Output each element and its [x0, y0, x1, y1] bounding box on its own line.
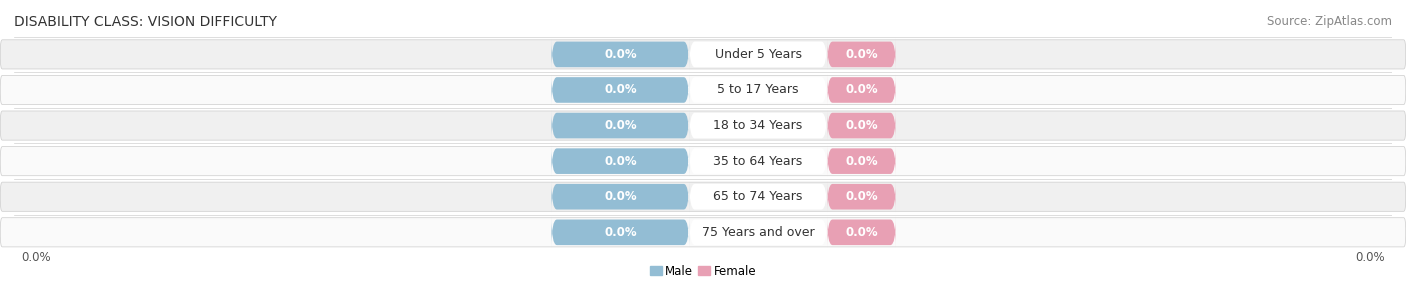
Text: 0.0%: 0.0% — [21, 251, 51, 264]
FancyBboxPatch shape — [0, 182, 1406, 211]
Text: 0.0%: 0.0% — [1355, 251, 1385, 264]
FancyBboxPatch shape — [551, 39, 689, 70]
FancyBboxPatch shape — [551, 181, 689, 212]
Text: 0.0%: 0.0% — [605, 190, 637, 203]
Text: 0.0%: 0.0% — [845, 190, 877, 203]
FancyBboxPatch shape — [0, 40, 1406, 69]
FancyBboxPatch shape — [0, 218, 1406, 247]
FancyBboxPatch shape — [827, 110, 896, 141]
Text: 0.0%: 0.0% — [605, 226, 637, 239]
FancyBboxPatch shape — [551, 74, 689, 106]
FancyBboxPatch shape — [0, 75, 1406, 105]
Text: 5 to 17 Years: 5 to 17 Years — [717, 84, 799, 96]
Text: 0.0%: 0.0% — [605, 84, 637, 96]
FancyBboxPatch shape — [551, 110, 689, 141]
FancyBboxPatch shape — [827, 217, 896, 248]
Text: 0.0%: 0.0% — [605, 119, 637, 132]
FancyBboxPatch shape — [551, 217, 689, 248]
FancyBboxPatch shape — [827, 74, 896, 106]
Text: 18 to 34 Years: 18 to 34 Years — [713, 119, 803, 132]
Text: 0.0%: 0.0% — [845, 226, 877, 239]
Text: 0.0%: 0.0% — [605, 155, 637, 168]
Text: Source: ZipAtlas.com: Source: ZipAtlas.com — [1267, 15, 1392, 28]
FancyBboxPatch shape — [689, 217, 827, 248]
FancyBboxPatch shape — [689, 74, 827, 106]
FancyBboxPatch shape — [827, 145, 896, 177]
FancyBboxPatch shape — [689, 181, 827, 212]
Text: 65 to 74 Years: 65 to 74 Years — [713, 190, 803, 203]
Text: 0.0%: 0.0% — [845, 119, 877, 132]
Text: 35 to 64 Years: 35 to 64 Years — [713, 155, 803, 168]
Legend: Male, Female: Male, Female — [645, 260, 761, 283]
FancyBboxPatch shape — [689, 110, 827, 141]
Text: DISABILITY CLASS: VISION DIFFICULTY: DISABILITY CLASS: VISION DIFFICULTY — [14, 15, 277, 29]
FancyBboxPatch shape — [827, 181, 896, 212]
Text: 0.0%: 0.0% — [845, 48, 877, 61]
Text: 0.0%: 0.0% — [845, 84, 877, 96]
FancyBboxPatch shape — [0, 147, 1406, 176]
FancyBboxPatch shape — [827, 39, 896, 70]
FancyBboxPatch shape — [689, 39, 827, 70]
FancyBboxPatch shape — [0, 111, 1406, 140]
Text: 0.0%: 0.0% — [845, 155, 877, 168]
FancyBboxPatch shape — [689, 145, 827, 177]
Text: Under 5 Years: Under 5 Years — [714, 48, 801, 61]
Text: 75 Years and over: 75 Years and over — [702, 226, 814, 239]
Text: 0.0%: 0.0% — [605, 48, 637, 61]
FancyBboxPatch shape — [551, 145, 689, 177]
